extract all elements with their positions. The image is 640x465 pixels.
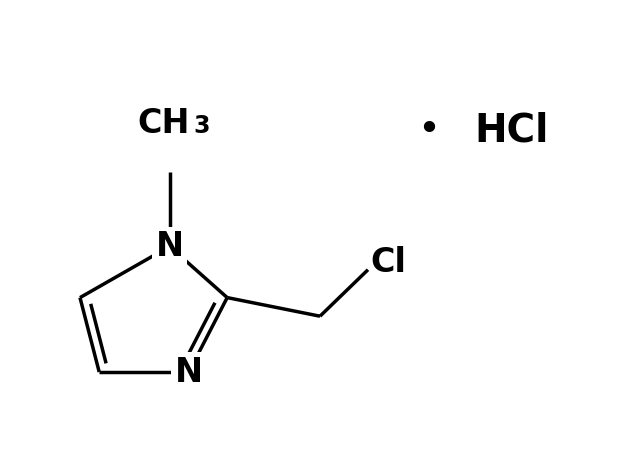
Text: 3: 3 xyxy=(193,113,210,138)
Text: •: • xyxy=(417,111,440,149)
Text: N: N xyxy=(156,230,184,263)
Text: N: N xyxy=(175,356,203,388)
Text: CH: CH xyxy=(137,107,189,140)
Text: Cl: Cl xyxy=(370,246,406,279)
Text: HCl: HCl xyxy=(475,111,549,149)
